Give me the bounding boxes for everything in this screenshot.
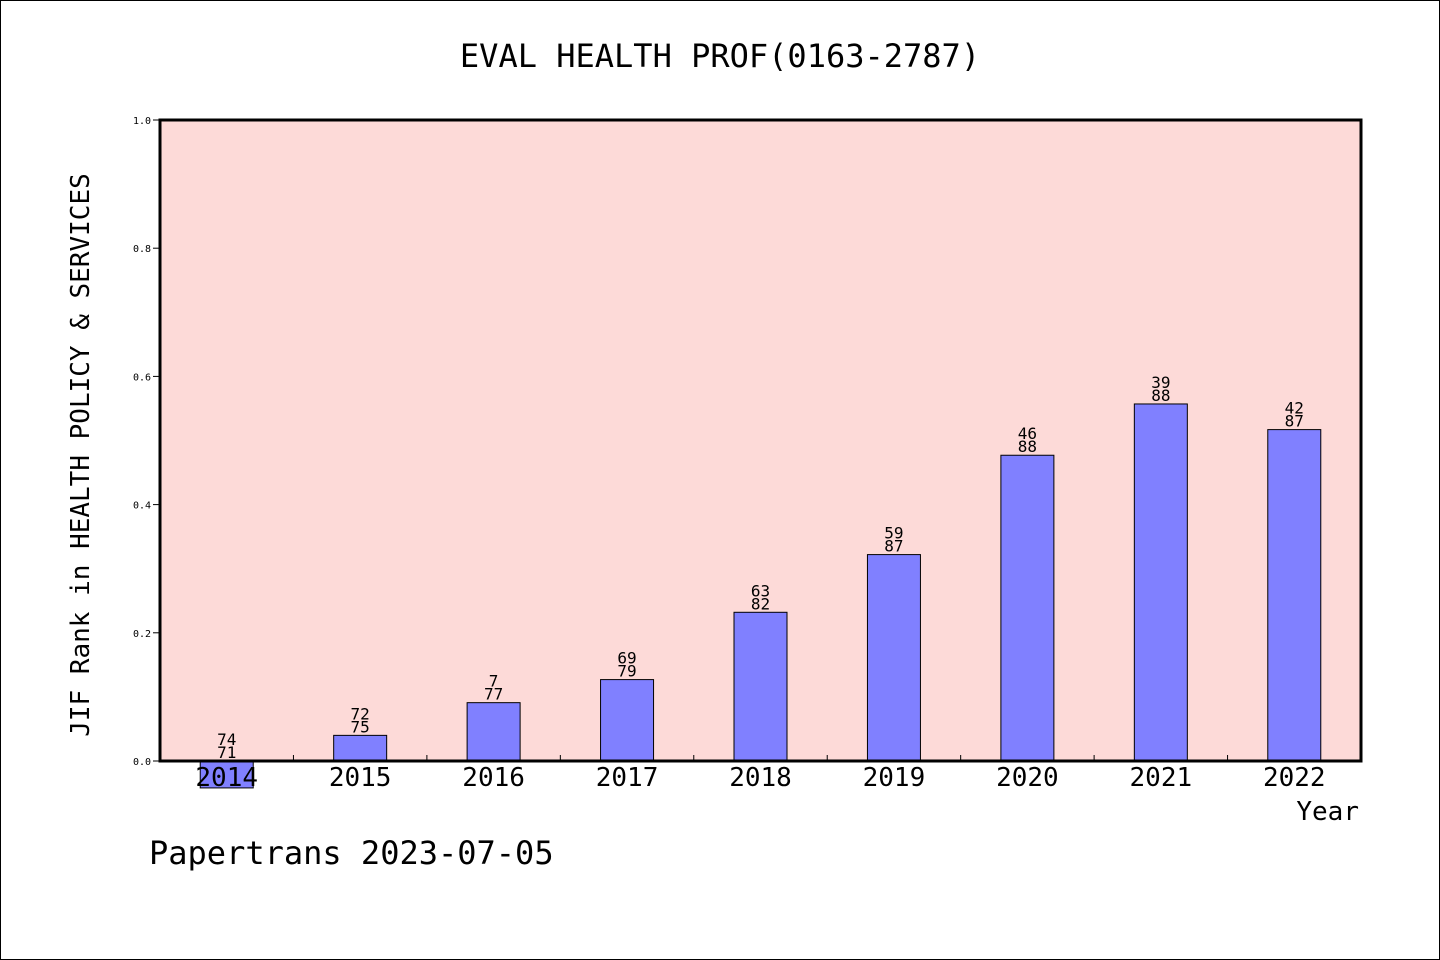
bar [1267, 429, 1322, 762]
y-tick-label: 0.2 [133, 629, 151, 640]
plot-border [158, 118, 1363, 763]
x-tick-label: 2018 [729, 763, 792, 793]
rank-label-top: 74 [217, 730, 236, 749]
x-tick-label: 2015 [329, 763, 392, 793]
rank-label-bottom: 87 [1285, 412, 1304, 431]
y-axis: 0.0 0.2 0.4 0.6 0.8 1.0 [133, 116, 160, 768]
rank-label-bottom: 75 [351, 717, 370, 736]
y-tick-label: 0.4 [133, 501, 151, 512]
rank-label-top: 63 [751, 581, 770, 600]
y-tick-label: 0.8 [133, 244, 151, 255]
footer-text: Papertrans 2023-07-05 [149, 834, 554, 872]
y-tick-label: 0.0 [133, 757, 151, 768]
rank-label-top: 72 [351, 704, 370, 723]
rank-label-top: 46 [1018, 424, 1037, 443]
x-tick-label: 2014 [195, 763, 258, 793]
x-tick-label: 2022 [1263, 763, 1326, 793]
x-tick-label: 2016 [462, 763, 525, 793]
rank-label-top: 42 [1285, 399, 1304, 418]
bars-group [199, 403, 1322, 789]
y-axis-label: JIF Rank in HEALTH POLICY & SERVICES [66, 173, 96, 737]
bar [733, 611, 788, 762]
rank-label-top: 69 [617, 649, 636, 668]
y-tick-label: 0.6 [133, 372, 151, 383]
rank-label-bottom: 88 [1018, 437, 1037, 456]
bar [333, 734, 388, 762]
chart-title: EVAL HEALTH PROF(0163-2787) [460, 37, 980, 75]
x-tick-label: 2017 [596, 763, 659, 793]
x-tick-label: 2020 [996, 763, 1059, 793]
y-tick-label: 1.0 [133, 116, 151, 127]
x-axis-label: Year [1296, 797, 1359, 827]
rank-label-bottom: 77 [484, 685, 503, 704]
bar [600, 679, 655, 762]
bar [1133, 403, 1188, 762]
x-tick-label: 2021 [1130, 763, 1193, 793]
bar [866, 554, 921, 762]
rank-label-top: 59 [884, 524, 903, 543]
rank-label-bottom: 87 [884, 537, 903, 556]
x-tick-label: 2019 [863, 763, 926, 793]
bar [1000, 454, 1055, 762]
rank-label-bottom: 82 [751, 594, 770, 613]
bar [466, 702, 521, 762]
x-axis: 2014 2015 2016 2017 2018 2019 2020 2021 2022 [195, 755, 1326, 793]
rank-label-bottom: 79 [617, 662, 636, 681]
rank-label-top: 7 [489, 672, 499, 691]
rank-label-bottom: 71 [217, 743, 236, 762]
rank-label-top: 39 [1151, 373, 1170, 392]
rank-label-bottom: 88 [1151, 386, 1170, 405]
